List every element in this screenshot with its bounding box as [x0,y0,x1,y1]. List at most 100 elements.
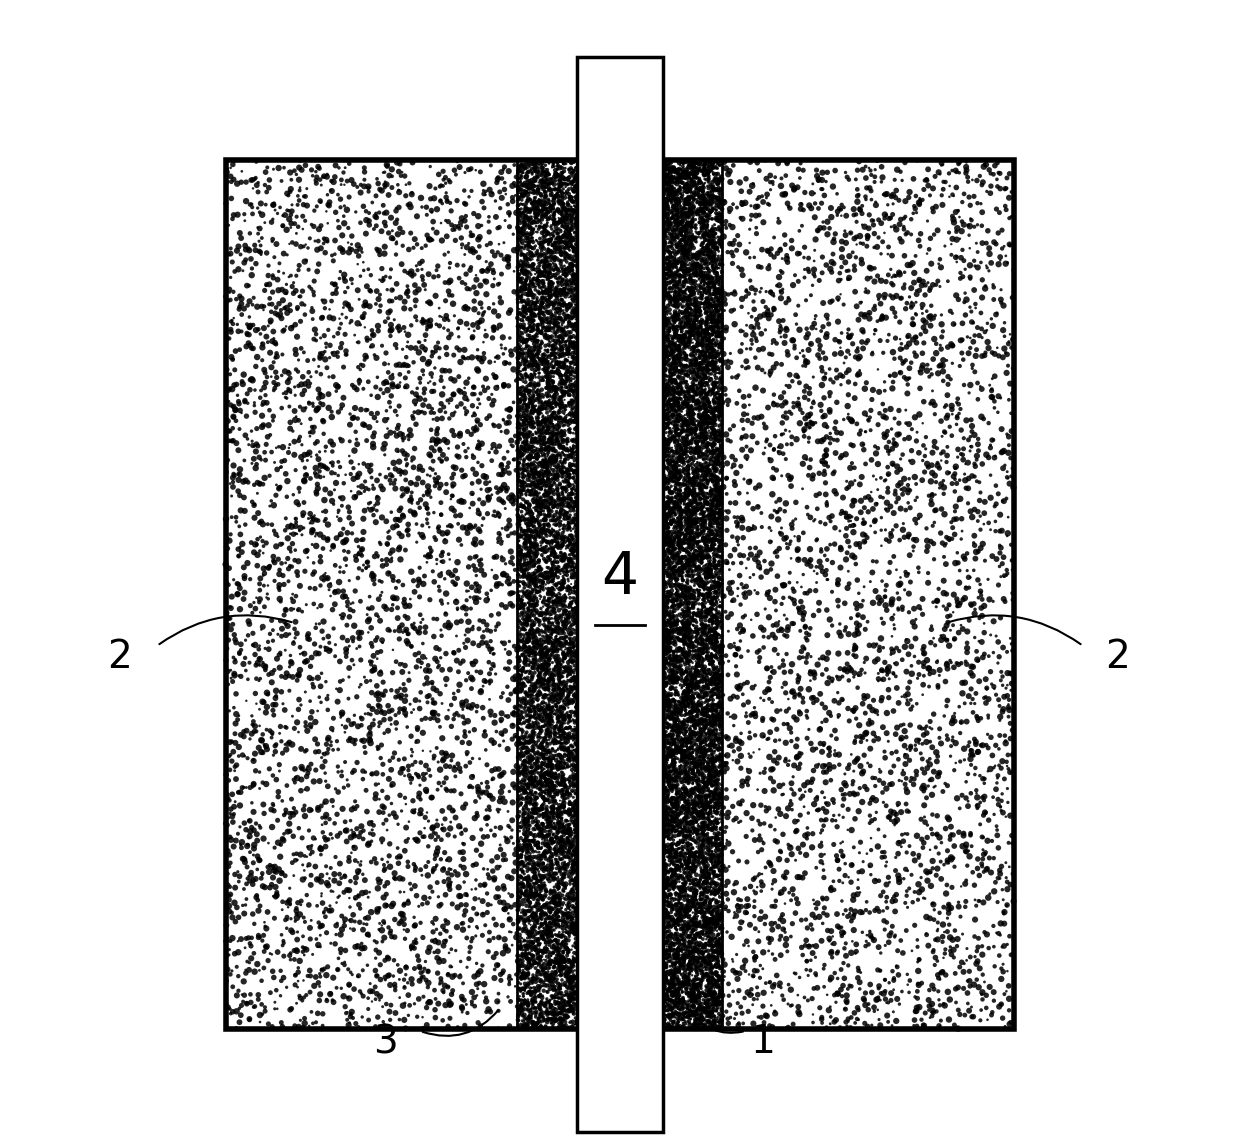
Point [701,334,720,352]
Point [552,538,572,557]
Point [751,568,771,586]
Point [702,626,722,645]
Point [579,160,599,178]
Point [392,487,412,505]
Point [656,828,676,846]
Point [844,886,864,904]
Point [578,239,598,257]
Point [420,466,440,485]
Point [667,535,687,553]
Point [667,776,687,794]
Point [711,846,730,864]
Point [701,504,720,522]
Point [580,333,600,351]
Point [551,417,570,435]
Point [343,920,363,938]
Point [523,305,543,323]
Point [512,291,532,310]
Point [926,473,946,491]
Point [549,389,569,407]
Point [682,588,702,606]
Point [295,807,315,825]
Point [701,892,720,910]
Point [698,302,718,320]
Point [573,645,593,663]
Point [765,168,785,186]
Point [675,605,694,623]
Point [310,638,330,656]
Point [567,1012,587,1030]
Point [692,1001,712,1020]
Point [270,848,290,866]
Point [522,831,542,849]
Point [538,483,558,502]
Point [565,728,585,746]
Point [569,344,589,362]
Point [539,1010,559,1029]
Point [890,461,910,479]
Point [994,456,1014,474]
Point [837,507,857,526]
Point [703,496,723,514]
Point [699,870,719,888]
Point [565,213,585,231]
Point [552,176,572,194]
Point [657,903,677,921]
Point [536,769,556,788]
Point [699,936,719,954]
Point [704,503,724,521]
Point [533,451,553,470]
Point [830,872,849,890]
Point [687,849,707,868]
Point [542,566,562,584]
Point [254,926,274,944]
Point [522,580,542,598]
Point [697,458,717,477]
Point [889,263,909,281]
Point [298,626,317,645]
Point [655,999,675,1017]
Point [688,591,708,609]
Point [521,926,541,944]
Point [572,562,591,581]
Point [508,639,528,657]
Point [560,834,580,853]
Point [570,469,590,487]
Point [887,463,906,481]
Point [957,712,977,730]
Point [515,155,534,174]
Point [704,443,724,462]
Point [546,427,565,446]
Point [675,495,694,513]
Point [512,417,532,435]
Point [711,192,730,210]
Point [656,395,676,414]
Point [692,973,712,991]
Point [564,829,584,847]
Point [684,159,704,177]
Point [516,352,536,370]
Point [531,884,551,902]
Point [711,712,730,730]
Point [518,498,538,517]
Point [389,538,409,557]
Point [842,821,862,839]
Point [661,614,681,632]
Point [847,618,867,637]
Point [326,926,346,944]
Point [533,738,553,757]
Point [703,459,723,478]
Point [655,633,675,652]
Point [508,890,528,909]
Point [677,728,697,746]
Point [556,786,575,805]
Point [653,277,673,295]
Point [704,306,724,325]
Point [701,922,720,941]
Point [684,990,704,1008]
Point [392,430,412,448]
Point [837,986,857,1005]
Point [472,633,492,652]
Point [689,399,709,417]
Point [511,848,531,866]
